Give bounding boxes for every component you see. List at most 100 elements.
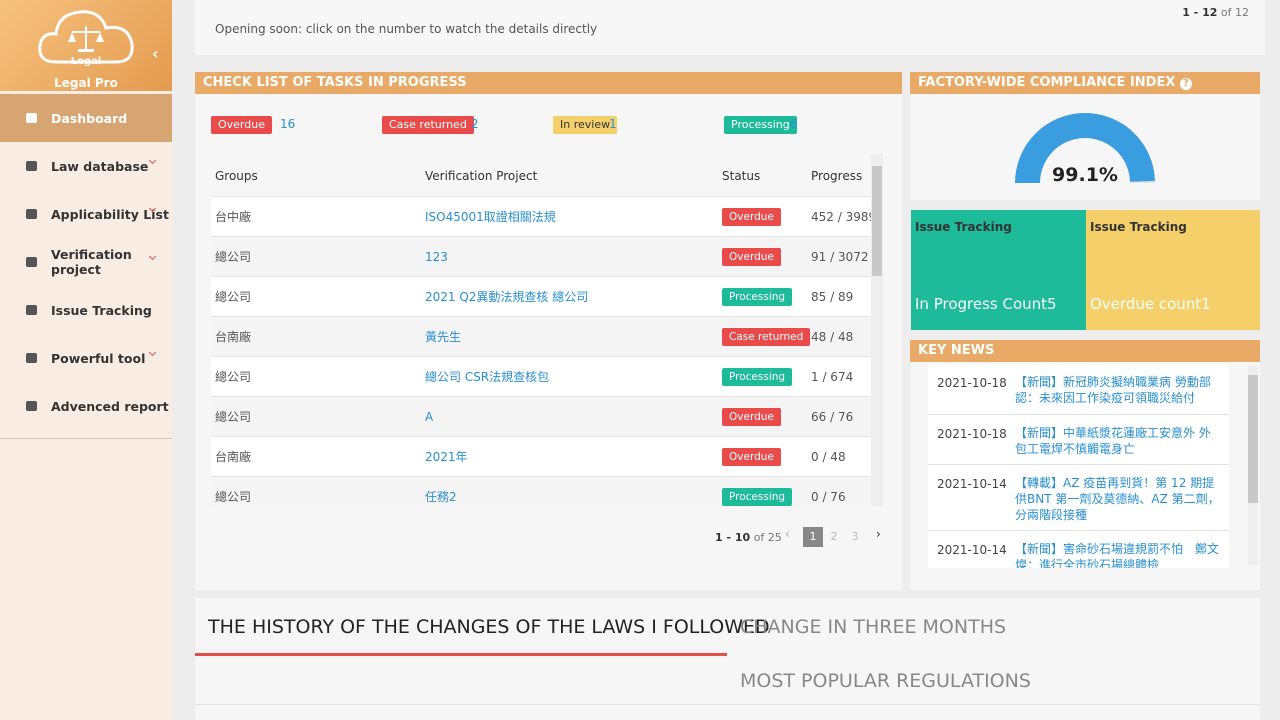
nav-icon [26,113,37,123]
nav-icon [26,305,37,315]
nav-item[interactable]: Issue Tracking [0,286,172,334]
collapse-button[interactable]: ‹ [152,44,159,63]
status-count[interactable]: 6 [790,117,798,131]
project-link[interactable]: 2021 Q2異動法規查核 總公司 [425,290,589,304]
tab[interactable]: CHANGE IN THREE MONTHS [740,616,1007,638]
status-badge: Processing [722,288,793,306]
news-date: 2021-10-18 [937,427,1007,441]
prev-page[interactable]: ‹ [785,527,790,541]
news-date: 2021-10-14 [937,477,1007,491]
tile-in-progress[interactable]: Issue Tracking In Progress Count5 [911,210,1086,330]
table-row: 台南廠 黃先生 Case returned 48 / 48 [211,316,871,356]
news-date: 2021-10-18 [937,376,1007,390]
logo-area: Legal Legal Pro ‹ [0,0,172,91]
table-row: 台南廠 2021年 Overdue 0 / 48 [211,436,871,476]
top-pager-total: of 12 [1220,6,1249,19]
news-headline: 【轉載】AZ 疫苗再到貨！第 12 期提供BNT 第一劑及莫德納、AZ 第二劑，… [1015,476,1220,522]
project-link[interactable]: 黃先生 [425,330,462,344]
progress-cell: 66 / 76 [811,410,854,424]
table-row: 總公司 A Overdue 66 / 76 [211,396,871,436]
page-button[interactable]: 2 [830,530,838,543]
project-link[interactable]: 任務2 [425,490,457,504]
tile-text: In Progress Count5 [915,295,1057,313]
next-page[interactable]: › [876,527,881,541]
nav-icon [26,353,37,363]
project-link[interactable]: ISO45001取證相關法規 [425,210,556,224]
tab[interactable]: MOST POPULAR REGULATIONS [740,670,1031,692]
status-badge: Processing [722,488,793,506]
news-list: 2021-10-18 【新聞】新冠肺炎擬納職業病 勞動部認：未來因工作染疫可領職災… [928,364,1229,568]
checklist-panel: CHECK LIST OF TASKS IN PROGRESS Overdue 1… [195,72,902,590]
group-cell: 總公司 [215,290,252,304]
nav-icon [26,209,37,219]
nav-item[interactable]: Dashboard [0,94,172,142]
group-cell: 台南廠 [215,330,252,344]
progress-cell: 91 / 3072 [811,250,869,264]
news-headline: 【新聞】害命砂石場違規罰不怕 鄭文燦：進行全市砂石場總體檢 [1015,542,1220,572]
status-badge: Case returned [722,328,811,346]
nav-label: Powerful tool [51,350,146,366]
compliance-title: FACTORY-WIDE COMPLIANCE INDEX ? [910,72,1260,94]
nav-expand [148,156,157,165]
tile-overdue[interactable]: Issue Tracking Overdue count1 [1086,210,1260,330]
tile-title: Issue Tracking [915,220,1012,234]
status-count[interactable]: 1 [609,117,617,131]
news-scrollbar[interactable] [1248,365,1258,565]
page-button[interactable]: 1 [803,527,823,547]
scroll-thumb[interactable] [872,166,882,276]
tab-underline [195,653,727,656]
nav-expand [148,348,157,357]
tile-title: Issue Tracking [1090,220,1187,234]
column-header: Progress [811,169,863,183]
news-item[interactable]: 2021-10-18 【新聞】中華紙漿花蓮廠工安意外 外包工電焊不慎觸電身亡 [928,415,1229,465]
news-title: KEY NEWS [910,340,1260,362]
nav-icon [26,257,37,267]
table-pager-total: of 25 [753,531,782,544]
tabs-panel: THE HISTORY OF THE CHANGES OF THE LAWS I… [195,598,1260,720]
compliance-title-text: FACTORY-WIDE COMPLIANCE INDEX [918,75,1176,90]
table-scrollbar[interactable] [871,154,883,506]
task-table: Groups Verification Project Status Progress… [211,154,871,506]
project-link[interactable]: A [425,410,434,424]
status-badge[interactable]: Processing [724,116,797,134]
progress-cell: 1 / 674 [811,370,854,384]
nav-item[interactable]: Advenced report [0,382,172,430]
nav-item[interactable]: Applicability List [0,190,172,238]
page-button[interactable]: 3 [851,530,859,543]
column-header: Status [722,169,761,183]
project-link[interactable]: 2021年 [425,450,468,464]
logo-icon [38,10,134,64]
column-header: Verification Project [425,169,538,183]
progress-cell: 85 / 89 [811,290,854,304]
sidebar: Legal Legal Pro ‹ Dashboard Law database A… [0,0,172,720]
nav-icon [26,401,37,411]
project-link[interactable]: 123 [425,250,448,264]
tab-active[interactable]: THE HISTORY OF THE CHANGES OF THE LAWS I… [208,616,770,638]
nav-label: Law database [51,158,149,174]
compliance-panel: FACTORY-WIDE COMPLIANCE INDEX ? 99.1% [910,72,1260,200]
status-badge: Overdue [722,408,781,426]
status-count[interactable]: 2 [471,117,479,131]
project-link[interactable]: 總公司 CSR法規查核包 [425,370,550,384]
news-item[interactable]: 2021-10-18 【新聞】新冠肺炎擬納職業病 勞動部認：未來因工作染疫可領職災… [928,364,1229,415]
news-item[interactable]: 2021-10-14 【轉載】AZ 疫苗再到貨！第 12 期提供BNT 第一劑及莫… [928,465,1229,531]
status-count[interactable]: 16 [280,117,296,131]
news-scroll-thumb[interactable] [1248,375,1258,503]
status-badge[interactable]: In review [553,116,618,134]
nav-label: Applicability List [51,206,169,222]
nav-item[interactable]: Verification project [0,238,172,286]
table-row: 總公司 2021 Q2異動法規查核 總公司 Processing 85 / 89 [211,276,871,316]
logo-text: Legal [70,56,102,67]
help-icon[interactable]: ? [1179,78,1192,90]
tile-text: Overdue count1 [1090,295,1211,313]
status-badge[interactable]: Case returned [382,116,474,134]
nav-item[interactable]: Law database [0,142,172,190]
status-badge[interactable]: Overdue [211,116,272,134]
news-item[interactable]: 2021-10-14 【新聞】害命砂石場違規罰不怕 鄭文燦：進行全市砂石場總體檢 [928,531,1229,572]
table-row: 總公司 總公司 CSR法規查核包 Processing 1 / 674 [211,356,871,396]
notice-panel: Opening soon: click on the number to wat… [195,0,1265,55]
nav-item[interactable]: Powerful tool [0,334,172,382]
progress-cell: 48 / 48 [811,330,854,344]
nav-divider [0,438,172,439]
